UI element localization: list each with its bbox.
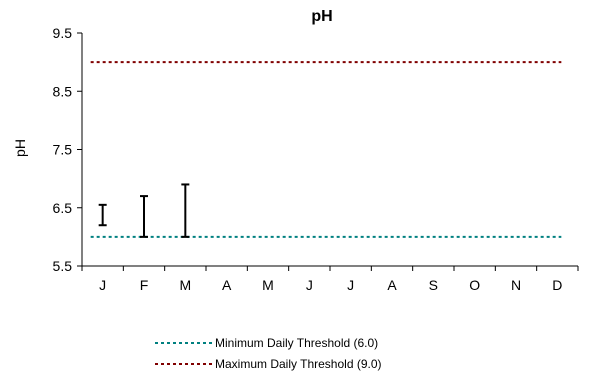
legend-label-1: Maximum Daily Threshold (9.0) <box>215 357 382 371</box>
range-bar-j-0 <box>98 203 107 227</box>
x-tick-label: J <box>306 277 313 293</box>
range-bar-m-2 <box>181 183 190 238</box>
y-tick-label: 8.5 <box>53 83 73 99</box>
y-axis-label: pH <box>12 139 28 157</box>
x-tick-label: M <box>262 277 274 293</box>
y-tick-label: 7.5 <box>53 142 73 158</box>
x-tick-label: F <box>140 277 149 293</box>
threshold-lines <box>90 61 562 238</box>
x-tick-label: N <box>511 277 521 293</box>
x-tick-label: A <box>222 277 232 293</box>
y-axis: 5.5 6.5 7.5 8.5 9.5 <box>53 25 83 274</box>
legend-label-0: Minimum Daily Threshold (6.0) <box>215 336 378 350</box>
x-tick-label: O <box>469 277 480 293</box>
x-tick-label: S <box>429 277 438 293</box>
y-tick-label: 6.5 <box>53 200 73 216</box>
y-tick-label: 9.5 <box>53 25 73 41</box>
y-tick-label: 5.5 <box>53 258 73 274</box>
range-bar-f-1 <box>140 195 148 238</box>
x-tick-label: J <box>347 277 354 293</box>
chart-title: pH <box>311 8 332 25</box>
x-tick-label: D <box>552 277 562 293</box>
legend: Minimum Daily Threshold (6.0) Maximum Dai… <box>155 336 382 371</box>
range-bars <box>98 183 190 238</box>
x-tick-label: A <box>387 277 397 293</box>
x-tick-label: M <box>179 277 191 293</box>
x-tick-label: J <box>99 277 106 293</box>
